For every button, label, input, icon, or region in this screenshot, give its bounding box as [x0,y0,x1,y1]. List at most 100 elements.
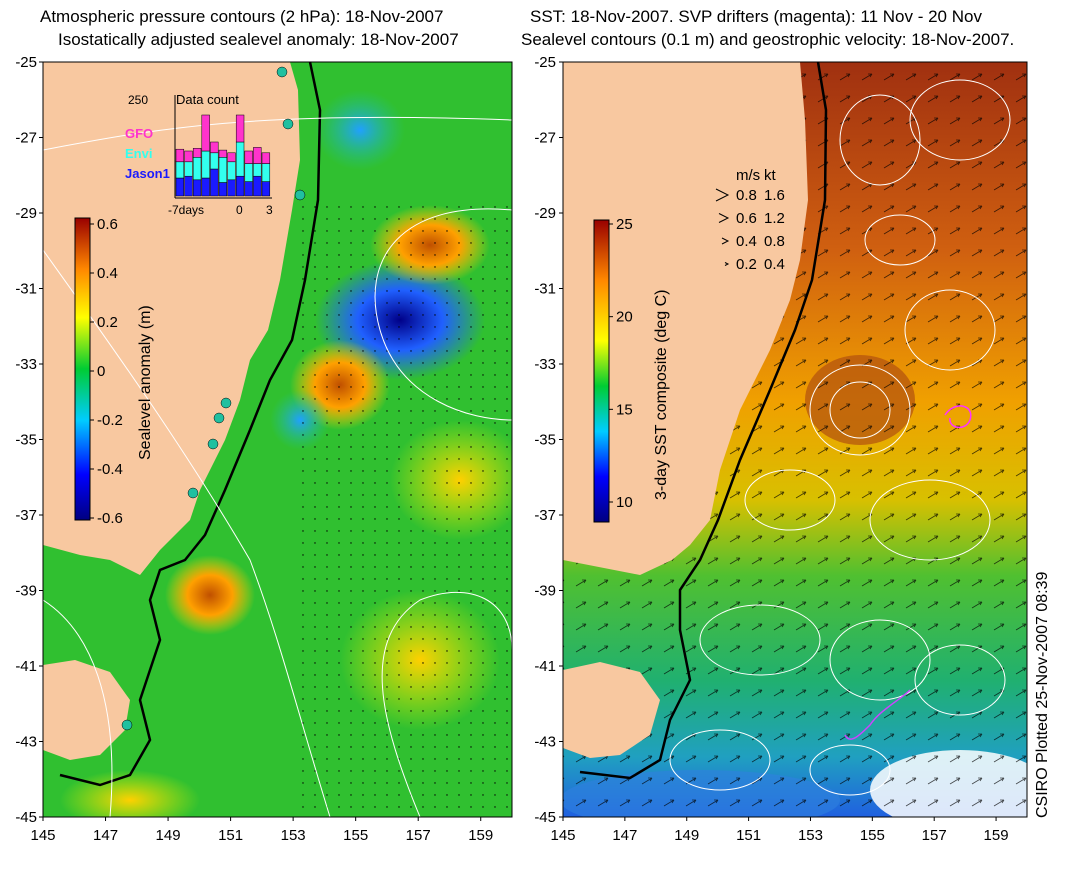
data-count-bar [218,149,228,158]
data-count-bar [210,141,219,154]
shelf-contour-line [59,62,322,787]
latitude-label: -43 [534,734,556,751]
ssh-colorbar: 0.6 0.4 0.2 0 -0.2 -0.4 -0.6 Sealevel anomaly … [74,216,154,527]
sst-colorbar: 25 20 15 10 3-day SST composite (deg C) [593,216,670,523]
pressure-contour [43,116,512,151]
satellite-gfo-label: GFO [125,126,153,141]
data-count-bar [184,161,193,177]
velocity-legend-rows: 0.8 1.6 0.6 1.2 0.4 0.8 0.2 0.4 [715,187,785,273]
pressure-contour [374,208,512,421]
velocity-ms-value: 0.2 [736,256,757,273]
ssh-tick-label: 0 [97,363,105,380]
ssh-tick-label: -0.4 [97,461,123,478]
tide-gauge-markers [121,66,306,731]
latitude-label: -41 [534,658,556,675]
longitude-label: 155 [343,827,368,844]
longitude-label: 153 [281,827,306,844]
velocity-kt-value: 0.8 [764,233,785,250]
ssh-tick-label: 0.6 [97,216,118,233]
left-latitude-axis: -25 -27 -29 -31 -33 -35 -37 -39 -41 -43 -45 [15,54,43,826]
yellow-anomaly-southwest [60,770,200,817]
longitude-label: 159 [468,827,493,844]
data-count-bar [210,152,219,170]
longitude-label: 145 [550,827,575,844]
longitude-label: 157 [922,827,947,844]
velocity-kt-value: 0.4 [764,256,785,273]
data-count-bar [227,179,236,197]
ssh-tick-label: 0.4 [97,265,118,282]
velocity-arrow-icon [715,188,730,202]
longitude-label: 159 [984,827,1009,844]
latitude-label: -45 [15,809,37,826]
grid-dots [300,200,512,817]
data-count-bar [218,182,228,197]
velocity-arrow-icon [721,237,730,245]
data-count-bar [253,163,262,177]
latitude-label: -41 [15,658,37,675]
velocity-unit-kt: kt [764,167,777,184]
data-count-bar [253,147,262,164]
sst-tick-label: 25 [616,216,633,233]
data-count-max: 250 [128,93,148,107]
data-count-histogram [175,114,271,197]
sealevel-contours [669,79,1011,796]
velocity-legend: m/s kt 0.8 1.6 0.6 1.2 0.4 0.8 0.2 0.4 [715,167,785,273]
latitude-label: -35 [534,432,556,449]
latitude-label: -31 [15,281,37,298]
right-map[interactable] [560,62,1050,830]
left-map[interactable] [43,62,530,830]
latitude-label: -25 [534,54,556,71]
velocity-ms-value: 0.8 [736,187,757,204]
pressure-contour [43,599,113,817]
data-count-bar [201,150,210,179]
latitude-label: -27 [534,130,556,147]
satellite-envi-label: Envi [125,146,152,161]
latitude-label: -29 [534,205,556,222]
velocity-arrow-icon [724,262,730,266]
axis-label-end: 3 [266,203,273,217]
velocity-kt-value: 1.6 [764,187,785,204]
sst-colorbar-label: 3-day SST composite (deg C) [653,290,670,500]
negative-anomaly-north [315,90,405,170]
latitude-label: -29 [15,205,37,222]
ssh-tick-label: -0.2 [97,412,123,429]
latitude-label: -43 [15,734,37,751]
data-count-title: Data count [176,92,239,107]
latitude-label: -33 [15,356,37,373]
latitude-label: -25 [15,54,37,71]
longitude-label: 153 [798,827,823,844]
longitude-label: 155 [860,827,885,844]
axis-label-start: -7days [168,203,204,217]
data-count-bar [244,163,253,182]
svp-drifter-track [844,689,911,740]
longitude-label: 147 [612,827,637,844]
data-count-bar [227,152,236,163]
velocity-kt-value: 1.2 [764,210,785,227]
pressure-contour [43,249,331,817]
pressure-contour [381,591,512,817]
data-count-bar [261,152,271,164]
data-count-bar [244,150,253,164]
latitude-label: -27 [15,130,37,147]
right-latitude-axis: -25 -27 -29 -31 -33 -35 -37 -39 -41 -43 -45 [534,54,563,826]
data-count-bar [192,148,202,158]
data-count-bar [201,177,210,197]
longitude-label: 157 [406,827,431,844]
longitude-label: 147 [93,827,118,844]
ssh-colorbar-ticks: 0.6 0.4 0.2 0 -0.2 -0.4 -0.6 [90,216,123,527]
satellite-jason1-label: Jason1 [125,166,170,181]
data-count-bar [175,148,185,163]
longitude-label: 151 [736,827,761,844]
right-longitude-axis: 145 147 149 151 153 155 157 159 [550,817,1009,844]
warm-anomaly-south [165,555,255,635]
latitude-label: -35 [15,432,37,449]
right-title-line2: Sealevel contours (0.1 m) and geostrophi… [521,30,1015,49]
australia-mainland [43,62,300,575]
tasmania [43,660,130,760]
latitude-label: -39 [15,583,37,600]
velocity-ms-value: 0.6 [736,210,757,227]
svp-drifter-track [944,405,972,429]
data-count-bar [253,175,262,197]
sst-colorbar-ticks: 25 20 15 10 [609,216,633,511]
